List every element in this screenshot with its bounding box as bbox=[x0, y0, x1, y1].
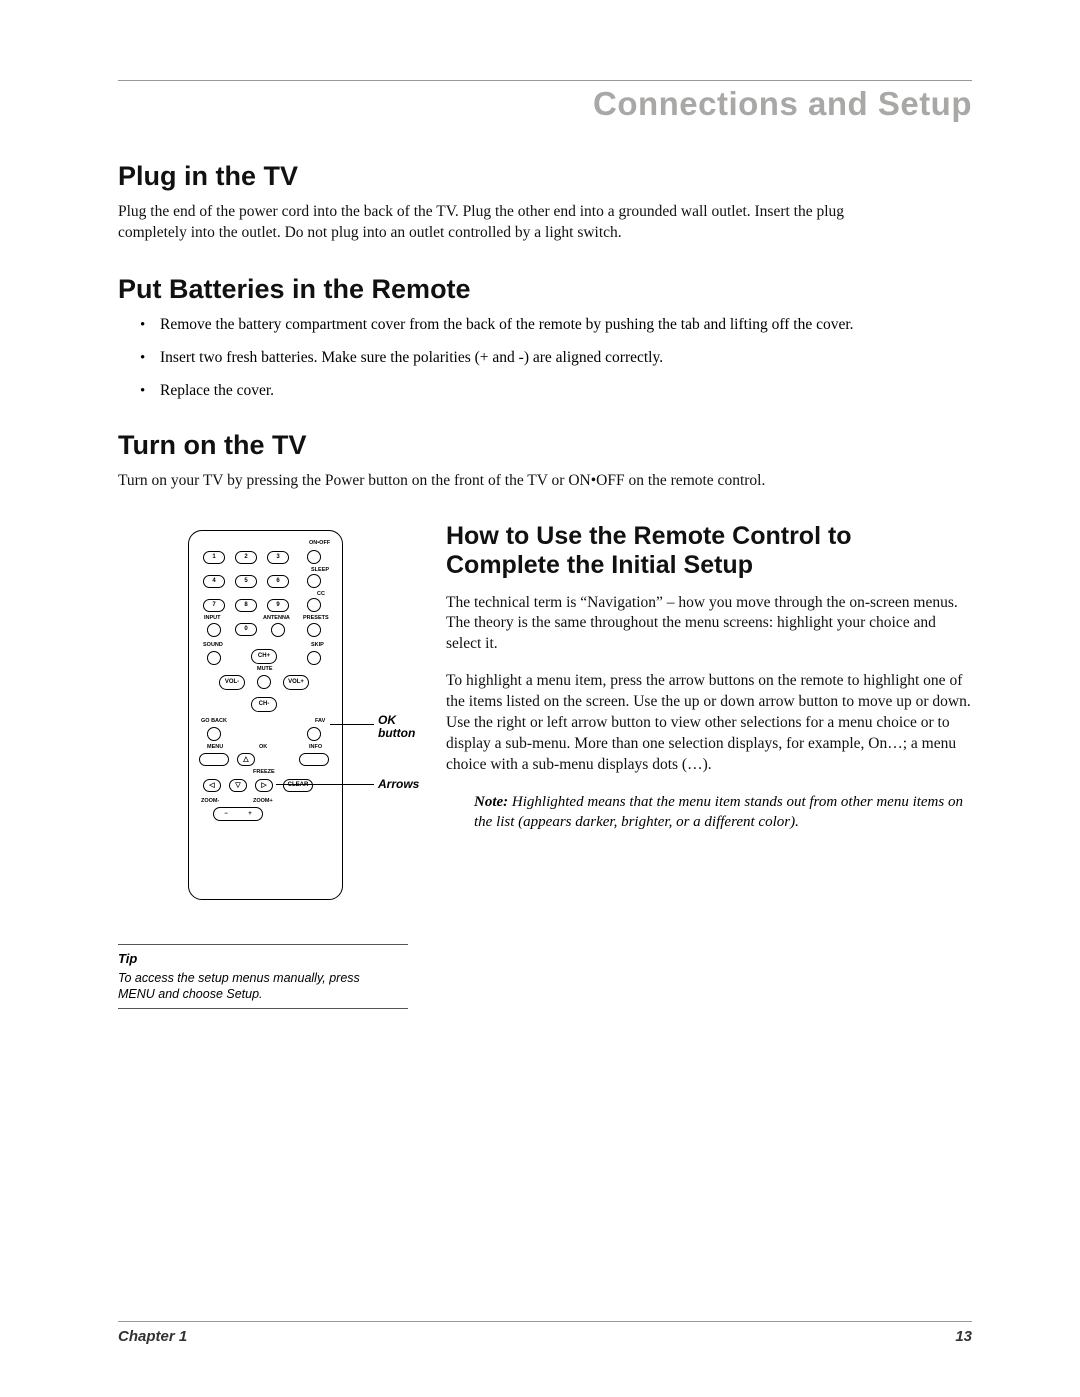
footer: Chapter 1 13 bbox=[118, 1321, 972, 1345]
list-item: Replace the cover. bbox=[140, 381, 880, 402]
footer-rule bbox=[118, 1321, 972, 1322]
label-cc: CC bbox=[317, 592, 325, 598]
note-block: Note: Highlighted means that the menu it… bbox=[474, 792, 972, 833]
cc-button bbox=[307, 598, 321, 612]
clear-button: CLEAR bbox=[283, 779, 313, 792]
label-mute: MUTE bbox=[257, 667, 273, 673]
presets-button bbox=[307, 623, 321, 637]
paragraph-turnon: Turn on your TV by pressing the Power bu… bbox=[118, 471, 858, 492]
label-info: INFO bbox=[309, 745, 322, 751]
label-sound: SOUND bbox=[203, 643, 223, 649]
ch-minus-button: CH- bbox=[251, 697, 277, 712]
menu-button bbox=[199, 753, 229, 766]
header-title: Connections and Setup bbox=[118, 85, 972, 123]
howto-column: How to Use the Remote Control to Complet… bbox=[446, 522, 972, 833]
label-fav: FAV bbox=[315, 719, 325, 725]
mute-button bbox=[257, 675, 271, 689]
vol-minus-button: VOL- bbox=[219, 675, 245, 690]
key-1: 1 bbox=[203, 551, 225, 564]
key-0: 0 bbox=[235, 623, 257, 636]
antenna-button bbox=[271, 623, 285, 637]
howto-p1: The technical term is “Navigation” – how… bbox=[446, 593, 972, 656]
ch-plus-button: CH+ bbox=[251, 649, 277, 664]
tip-rule-top bbox=[118, 944, 408, 945]
tip-block: Tip To access the setup menus manually, … bbox=[118, 944, 418, 1010]
label-onoff: ON•OFF bbox=[309, 541, 330, 547]
arrow-right-button: ▷ bbox=[255, 779, 273, 792]
sound-button bbox=[207, 651, 221, 665]
sleep-button bbox=[307, 574, 321, 588]
key-3: 3 bbox=[267, 551, 289, 564]
label-input: INPUT bbox=[204, 616, 221, 622]
label-presets: PRESETS bbox=[303, 616, 329, 622]
zoom-rocker: −+ bbox=[213, 807, 263, 821]
heading-howto: How to Use the Remote Control to Complet… bbox=[446, 522, 972, 581]
remote-diagram: ON•OFF 1 2 3 SLEEP 4 5 6 CC 7 8 9 bbox=[118, 522, 418, 922]
vol-plus-button: VOL+ bbox=[283, 675, 309, 690]
label-antenna: ANTENNA bbox=[263, 616, 290, 622]
key-8: 8 bbox=[235, 599, 257, 612]
list-item: Insert two fresh batteries. Make sure th… bbox=[140, 348, 880, 369]
label-zoomminus: ZOOM- bbox=[201, 799, 219, 805]
arrow-up-button: △ bbox=[237, 753, 255, 766]
skip-button bbox=[307, 651, 321, 665]
label-zoomplus: ZOOM+ bbox=[253, 799, 273, 805]
label-freeze: FREEZE bbox=[253, 770, 275, 776]
label-skip: SKIP bbox=[311, 643, 324, 649]
remote-column: ON•OFF 1 2 3 SLEEP 4 5 6 CC 7 8 9 bbox=[118, 522, 418, 1010]
footer-page: 13 bbox=[955, 1328, 972, 1345]
page: Connections and Setup Plug in the TV Plu… bbox=[0, 0, 1080, 1397]
key-2: 2 bbox=[235, 551, 257, 564]
note-label: Note: bbox=[474, 794, 508, 810]
remote-body: ON•OFF 1 2 3 SLEEP 4 5 6 CC 7 8 9 bbox=[188, 530, 343, 900]
callout-line-arrows bbox=[276, 784, 374, 785]
callout-line-ok bbox=[330, 724, 374, 725]
key-5: 5 bbox=[235, 575, 257, 588]
note-text: Highlighted means that the menu item sta… bbox=[474, 794, 963, 830]
heading-plug: Plug in the TV bbox=[118, 161, 972, 192]
label-menu: MENU bbox=[207, 745, 223, 751]
label-sleep: SLEEP bbox=[311, 568, 329, 574]
arrow-down-button: ▽ bbox=[229, 779, 247, 792]
fav-button bbox=[307, 727, 321, 741]
input-button bbox=[207, 623, 221, 637]
arrow-left-button: ◁ bbox=[203, 779, 221, 792]
tip-text: To access the setup menus manually, pres… bbox=[118, 970, 398, 1003]
label-ok: OK bbox=[259, 745, 267, 751]
label-goback: GO BACK bbox=[201, 719, 227, 725]
info-button bbox=[299, 753, 329, 766]
two-column: ON•OFF 1 2 3 SLEEP 4 5 6 CC 7 8 9 bbox=[118, 522, 972, 1010]
tip-rule-bottom bbox=[118, 1008, 408, 1009]
onoff-button bbox=[307, 550, 321, 564]
goback-button bbox=[207, 727, 221, 741]
key-4: 4 bbox=[203, 575, 225, 588]
heading-batteries: Put Batteries in the Remote bbox=[118, 274, 972, 305]
heading-turnon: Turn on the TV bbox=[118, 430, 972, 461]
key-6: 6 bbox=[267, 575, 289, 588]
key-9: 9 bbox=[267, 599, 289, 612]
list-item: Remove the battery compartment cover fro… bbox=[140, 315, 880, 336]
callout-arrows: Arrows bbox=[378, 778, 419, 791]
tip-label: Tip bbox=[118, 951, 418, 966]
header-rule bbox=[118, 80, 972, 81]
key-7: 7 bbox=[203, 599, 225, 612]
footer-chapter: Chapter 1 bbox=[118, 1328, 187, 1345]
howto-p2: To highlight a menu item, press the arro… bbox=[446, 671, 972, 776]
paragraph-plug: Plug the end of the power cord into the … bbox=[118, 202, 858, 244]
batteries-list: Remove the battery compartment cover fro… bbox=[140, 315, 880, 402]
callout-ok: OK button bbox=[378, 714, 415, 740]
